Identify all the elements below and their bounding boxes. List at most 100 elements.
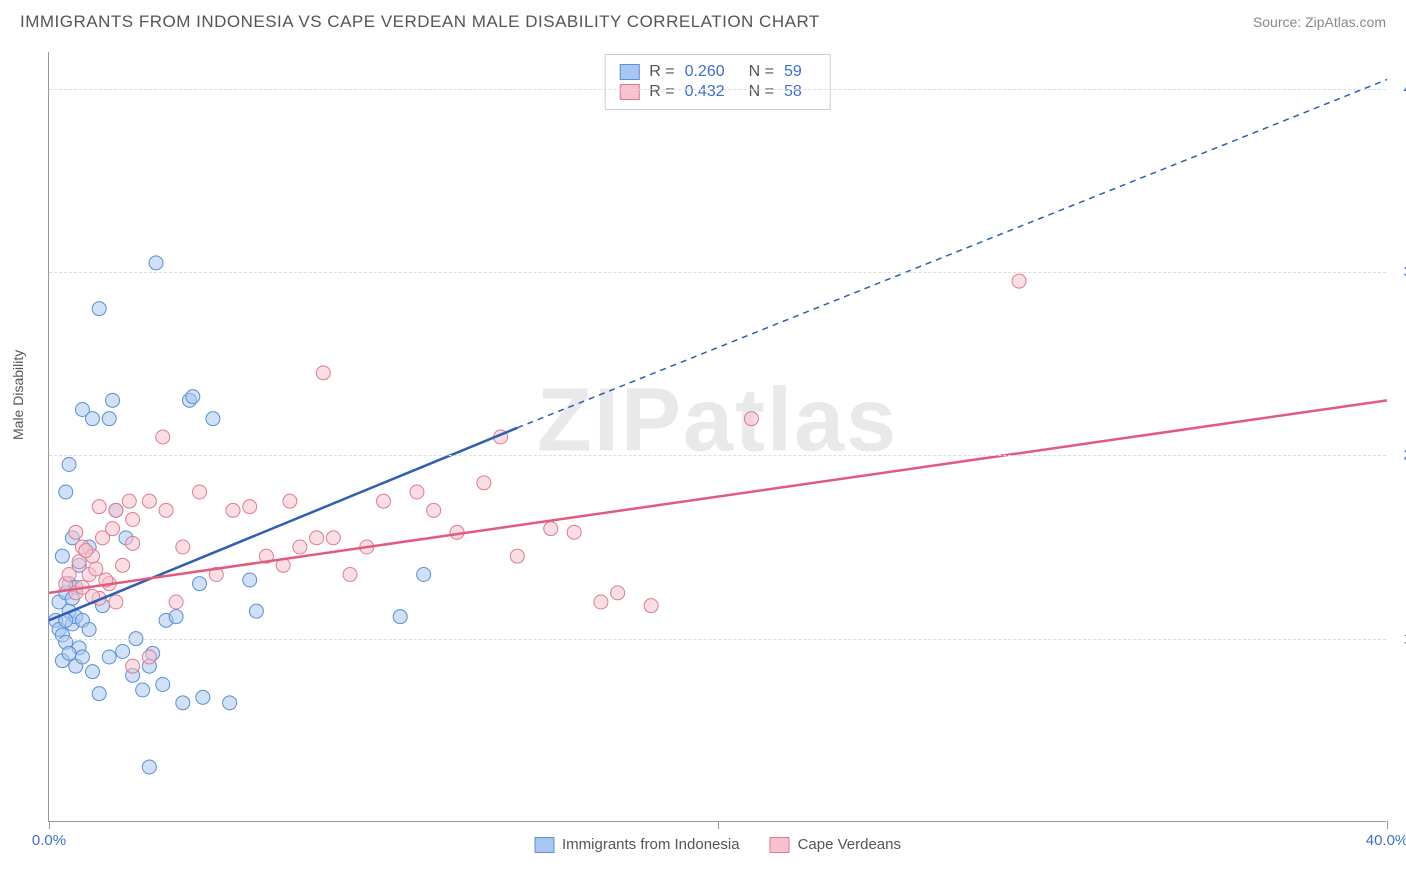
data-point [75,650,89,664]
gridline-h [49,639,1386,640]
series-legend: Immigrants from Indonesia Cape Verdeans [534,836,901,853]
trend-line [49,400,1387,592]
x-tick-label: 40.0% [1366,832,1406,849]
data-point [193,485,207,499]
data-point [79,544,93,558]
data-point [427,503,441,517]
data-point [186,390,200,404]
gridline-h [49,89,1386,90]
data-point [92,687,106,701]
data-point [92,500,106,514]
data-point [393,610,407,624]
data-point [126,513,140,527]
chart-plot-area: ZIPatlas R =0.260N =59R =0.432N =58 Immi… [48,52,1386,822]
data-point [149,256,163,270]
data-point [156,678,170,692]
stats-row: R = 0.432 N = 58 [619,83,816,101]
y-axis-label: Male Disability [10,350,26,440]
data-point [169,595,183,609]
data-point [310,531,324,545]
data-point [283,494,297,508]
data-point [410,485,424,499]
data-point [206,412,220,426]
data-point [326,531,340,545]
data-point [142,494,156,508]
chart-header: IMMIGRANTS FROM INDONESIA VS CAPE VERDEA… [0,0,1406,40]
data-point [316,366,330,380]
data-point [55,549,69,563]
data-point [85,412,99,426]
data-point [62,646,76,660]
r-label: R = [649,83,674,101]
data-point [644,599,658,613]
r-value: 0.260 [685,63,725,81]
legend-item: Cape Verdeans [770,836,901,853]
data-point [567,525,581,539]
legend-label: Immigrants from Indonesia [562,836,740,853]
data-point [417,568,431,582]
legend-label: Cape Verdeans [798,836,901,853]
trend-line-ext [517,80,1387,428]
data-point [109,595,123,609]
data-point [477,476,491,490]
data-point [544,522,558,536]
data-point [92,302,106,316]
data-point [69,525,83,539]
data-point [226,503,240,517]
chart-title: IMMIGRANTS FROM INDONESIA VS CAPE VERDEA… [20,12,820,32]
data-point [102,650,116,664]
r-label: R = [649,63,674,81]
data-point [196,690,210,704]
data-point [62,568,76,582]
data-point [243,500,257,514]
data-point [510,549,524,563]
x-tick [718,821,719,829]
data-point [122,494,136,508]
r-value: 0.432 [685,83,725,101]
n-value: 59 [784,63,802,81]
data-point [116,645,130,659]
data-point [116,558,130,572]
stats-legend-box: R = 0.260 N = 59 R = 0.432 N = 58 [604,54,831,110]
data-point [102,412,116,426]
legend-swatch [534,837,554,853]
source-label: Source: ZipAtlas.com [1253,14,1386,30]
data-point [176,540,190,554]
data-point [142,760,156,774]
data-point [106,522,120,536]
x-tick-label: 0.0% [32,832,66,849]
x-tick [49,821,50,829]
data-point [193,577,207,591]
gridline-h [49,272,1386,273]
trend-line [49,428,517,620]
data-point [109,503,123,517]
legend-item: Immigrants from Indonesia [534,836,740,853]
data-point [159,503,173,517]
data-point [85,665,99,679]
data-point [223,696,237,710]
data-point [249,604,263,618]
data-point [377,494,391,508]
series-swatch [619,84,639,100]
legend-swatch [770,837,790,853]
series-swatch [619,64,639,80]
n-value: 58 [784,83,802,101]
stats-row: R = 0.260 N = 59 [619,63,816,81]
data-point [59,485,73,499]
x-tick [1387,821,1388,829]
data-point [126,659,140,673]
data-point [744,412,758,426]
data-point [62,458,76,472]
scatter-plot-svg [49,52,1386,821]
data-point [142,650,156,664]
data-point [156,430,170,444]
n-label: N = [749,83,774,101]
data-point [106,393,120,407]
data-point [176,696,190,710]
data-point [136,683,150,697]
data-point [243,573,257,587]
data-point [293,540,307,554]
data-point [82,623,96,637]
n-label: N = [749,63,774,81]
data-point [126,536,140,550]
